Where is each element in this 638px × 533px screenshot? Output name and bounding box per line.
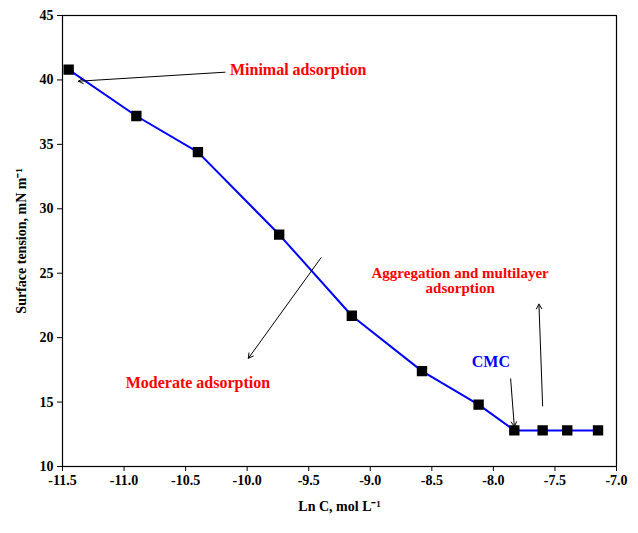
svg-text:-9.0: -9.0: [359, 473, 381, 488]
svg-text:40: 40: [40, 72, 54, 87]
svg-text:-7.0: -7.0: [605, 473, 627, 488]
svg-text:-10.0: -10.0: [233, 473, 262, 488]
svg-text:45: 45: [40, 8, 54, 23]
svg-text:10: 10: [40, 459, 54, 474]
svg-text:Ln C, mol L⁻¹: Ln C, mol L⁻¹: [298, 499, 380, 514]
svg-text:-9.5: -9.5: [298, 473, 320, 488]
svg-text:15: 15: [40, 395, 54, 410]
svg-text:35: 35: [40, 137, 54, 152]
svg-text:-11.0: -11.0: [110, 473, 138, 488]
svg-text:-8.5: -8.5: [421, 473, 443, 488]
svg-text:Minimal adsorption: Minimal adsorption: [230, 61, 367, 79]
svg-text:Aggregation and multilayeradso: Aggregation and multilayeradsorption: [372, 265, 550, 296]
svg-text:-8.0: -8.0: [482, 473, 504, 488]
svg-text:30: 30: [40, 201, 54, 216]
svg-text:-7.5: -7.5: [544, 473, 566, 488]
svg-text:CMC: CMC: [472, 353, 510, 370]
svg-text:Surface tension, mN m⁻¹: Surface tension, mN m⁻¹: [14, 168, 29, 313]
svg-text:Moderate adsorption: Moderate adsorption: [126, 374, 271, 392]
svg-text:-11.5: -11.5: [48, 473, 76, 488]
svg-text:20: 20: [40, 330, 54, 345]
svg-text:-10.5: -10.5: [171, 473, 200, 488]
svg-text:25: 25: [40, 266, 54, 281]
